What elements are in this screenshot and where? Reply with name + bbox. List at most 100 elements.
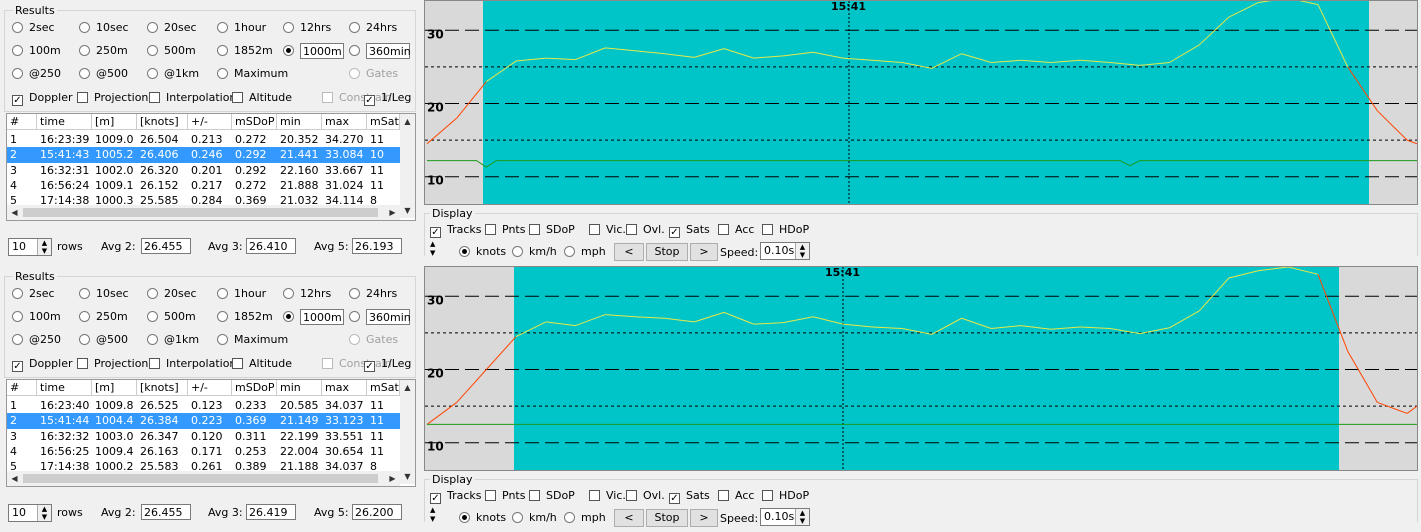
checkbox-icon[interactable]: ✓	[430, 227, 441, 238]
checkbox-icon[interactable]	[626, 490, 637, 501]
column-header[interactable]: [knots]	[137, 380, 188, 396]
display-checkbox[interactable]: Acc	[718, 488, 754, 504]
column-header[interactable]: time	[37, 380, 92, 396]
scroll-thumb[interactable]	[23, 208, 378, 217]
radio-button-icon[interactable]	[79, 311, 90, 322]
unit-option[interactable]: knots	[459, 244, 506, 260]
checkbox-icon[interactable]: ✓	[669, 493, 680, 504]
table-row[interactable]: 5 17:14:38 1000.3 25.585 0.284 0.369 21.032 34.…	[7, 193, 400, 209]
radio-button-icon[interactable]	[12, 22, 23, 33]
interval-option[interactable]: @250	[12, 332, 61, 348]
display-checkbox[interactable]: Vic.	[589, 222, 626, 238]
checkbox-icon[interactable]	[232, 92, 243, 103]
radio-button-icon[interactable]	[283, 45, 294, 56]
display-checkbox[interactable]: Ovl.	[626, 222, 665, 238]
column-header[interactable]: +/-	[188, 380, 232, 396]
results-checkbox[interactable]: Projection	[77, 90, 148, 106]
radio-button-icon[interactable]	[349, 311, 360, 322]
interval-option[interactable]: Maximum	[217, 66, 288, 82]
radio-button-icon[interactable]	[564, 246, 575, 257]
next-button[interactable]: >	[690, 509, 718, 527]
display-checkbox[interactable]: SDoP	[529, 222, 575, 238]
radio-button-icon[interactable]	[459, 512, 470, 523]
radio-button-icon[interactable]	[283, 22, 294, 33]
spin-up-icon[interactable]: ▲	[430, 240, 436, 248]
display-checkbox[interactable]: ✓ Sats	[669, 222, 710, 238]
radio-button-icon[interactable]	[217, 288, 228, 299]
chart-canvas[interactable]: 15:41 30 20 10	[425, 1, 1418, 205]
interval-option[interactable]: 100m	[12, 43, 61, 59]
radio-button-icon[interactable]	[512, 512, 523, 523]
table-row[interactable]: 3 16:32:31 1002.0 26.320 0.201 0.292 22.160 33.…	[7, 163, 400, 179]
table-row[interactable]: 3 16:32:32 1003.0 26.347 0.120 0.311 22.199 33.…	[7, 429, 400, 445]
radio-button-icon[interactable]	[12, 45, 23, 56]
interval-option[interactable]: 100m	[12, 309, 61, 325]
interval-option[interactable]: 1000m	[283, 43, 344, 59]
rows-value[interactable]: 10	[12, 240, 26, 253]
interval-option[interactable]: 24hrs	[349, 20, 397, 36]
speed-spinner[interactable]: 0.10s ▲ ▼	[760, 508, 810, 526]
speed-chart[interactable]: 15:41 30 20 10	[424, 266, 1418, 471]
checkbox-icon[interactable]: ✓	[12, 361, 23, 372]
radio-button-icon[interactable]	[217, 334, 228, 345]
column-header[interactable]: #	[7, 114, 37, 130]
scroll-left-icon[interactable]: ◀	[11, 474, 18, 483]
scroll-left-icon[interactable]: ◀	[11, 208, 18, 217]
interval-option[interactable]: @1km	[147, 332, 199, 348]
column-header[interactable]: mSats	[367, 114, 400, 130]
spin-up-icon[interactable]: ▲	[795, 243, 809, 251]
rows-spinner[interactable]: 10 ▲ ▼	[8, 504, 52, 522]
interval-option[interactable]: Maximum	[217, 332, 288, 348]
display-checkbox[interactable]: Pnts	[485, 488, 525, 504]
radio-button-icon[interactable]	[79, 288, 90, 299]
interval-option[interactable]: @1km	[147, 66, 199, 82]
scroll-down-icon[interactable]: ▼	[404, 206, 411, 215]
scroll-right-icon[interactable]: ▶	[389, 474, 396, 483]
spin-down-icon[interactable]: ▼	[430, 515, 436, 523]
checkbox-icon[interactable]	[589, 490, 600, 501]
horizontal-scrollbar[interactable]: ◀ ▶	[7, 471, 400, 486]
table-row[interactable]: 4 16:56:24 1009.1 26.152 0.217 0.272 21.888 31.…	[7, 178, 400, 194]
table-row[interactable]: 1 16:23:40 1009.8 26.525 0.123 0.233 20.585 34.…	[7, 398, 400, 414]
checkbox-icon[interactable]	[485, 224, 496, 235]
checkbox-icon[interactable]: ✓	[669, 227, 680, 238]
interval-option[interactable]: 12hrs	[283, 20, 331, 36]
interval-option[interactable]: 250m	[79, 309, 128, 325]
radio-button-icon[interactable]	[217, 68, 228, 79]
radio-button-icon[interactable]	[349, 22, 360, 33]
radio-button-icon[interactable]	[349, 288, 360, 299]
table-row[interactable]: 4 16:56:25 1009.4 26.163 0.171 0.253 22.004 30.…	[7, 444, 400, 460]
radio-button-icon[interactable]	[283, 311, 294, 322]
display-checkbox[interactable]: Vic.	[589, 488, 626, 504]
interval-option[interactable]: 1hour	[217, 286, 266, 302]
radio-button-icon[interactable]	[79, 45, 90, 56]
results-checkbox[interactable]: Altitude	[232, 356, 292, 372]
results-checkbox[interactable]: Altitude	[232, 90, 292, 106]
spin-down-icon[interactable]: ▼	[37, 513, 51, 521]
results-table[interactable]: #time[m][knots]+/-mSDoPminmaxmSats 1 16:23…	[6, 113, 416, 221]
rows-spinner[interactable]: 10 ▲ ▼	[8, 238, 52, 256]
checkbox-icon[interactable]	[589, 224, 600, 235]
speed-spinner[interactable]: 0.10s ▲ ▼	[760, 242, 810, 260]
spin-up-icon[interactable]: ▲	[37, 505, 51, 513]
interval-option[interactable]: 500m	[147, 309, 196, 325]
results-checkbox[interactable]: Projection	[77, 356, 148, 372]
column-header[interactable]: [m]	[92, 114, 137, 130]
radio-button-icon[interactable]	[147, 311, 158, 322]
checkbox-icon[interactable]	[718, 490, 729, 501]
radio-button-icon[interactable]	[79, 334, 90, 345]
previous-button[interactable]: <	[614, 243, 644, 261]
interval-value-field[interactable]: 1000m	[300, 43, 344, 59]
results-checkbox[interactable]: ✓ Doppler	[12, 356, 73, 372]
display-checkbox[interactable]: Ovl.	[626, 488, 665, 504]
speed-value[interactable]: 0.10s	[764, 244, 795, 257]
spin-up-icon[interactable]: ▲	[430, 506, 436, 514]
radio-button-icon[interactable]	[147, 334, 158, 345]
radio-button-icon[interactable]	[349, 334, 360, 345]
table-row[interactable]: 2 15:41:44 1004.4 26.384 0.223 0.369 21.149 33.…	[7, 413, 400, 430]
interval-option[interactable]: 1hour	[217, 20, 266, 36]
display-checkbox[interactable]: SDoP	[529, 488, 575, 504]
display-checkbox[interactable]: ✓ Tracks	[430, 488, 482, 504]
display-spinner[interactable]: ▲ ▼	[428, 240, 442, 258]
interval-option[interactable]: 1852m	[217, 43, 273, 59]
